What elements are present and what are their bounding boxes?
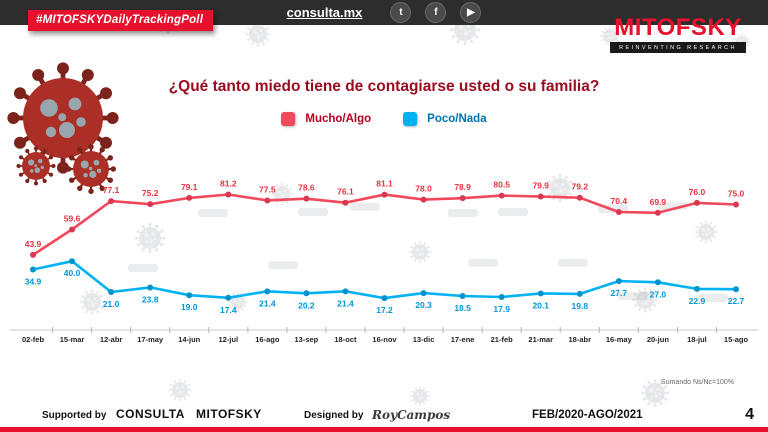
chart-legend: Mucho/Algo Poco/Nada (0, 112, 768, 126)
svg-text:77.5: 77.5 (259, 184, 276, 194)
svg-text:80.5: 80.5 (493, 180, 510, 190)
svg-text:18.5: 18.5 (454, 303, 471, 313)
svg-text:20.2: 20.2 (298, 300, 315, 310)
svg-text:21-mar: 21-mar (528, 335, 553, 344)
supported-by-label: Supported by (42, 410, 107, 421)
twitter-icon[interactable]: t (390, 2, 412, 23)
youtube-icon[interactable]: ▶ (460, 2, 482, 23)
consulta-wordmark: CONSULTA (116, 407, 185, 421)
svg-text:43.9: 43.9 (25, 239, 42, 249)
mitofsky-wordmark: MITOFSKY (196, 407, 262, 421)
svg-text:20.1: 20.1 (532, 300, 549, 310)
svg-text:78.6: 78.6 (298, 183, 315, 193)
svg-text:16-ago: 16-ago (255, 335, 280, 344)
svg-text:16-may: 16-may (606, 335, 633, 344)
svg-text:12-abr: 12-abr (100, 335, 123, 344)
svg-text:79.9: 79.9 (532, 181, 549, 191)
designed-by-label: Designed by (304, 410, 364, 421)
mitofsky-tagline: REINVENTING RESEARCH (610, 42, 746, 53)
svg-text:69.9: 69.9 (650, 197, 667, 207)
tracking-poll-badge: #MITOFSKYDailyTrackingPoll (28, 10, 214, 31)
svg-text:15-ago: 15-ago (724, 335, 749, 344)
footnote: Sumando Ns/Nc=100% (661, 379, 734, 386)
svg-text:17.4: 17.4 (220, 305, 237, 315)
svg-text:19.8: 19.8 (572, 301, 589, 311)
social-icons: t f ▶ (390, 2, 482, 23)
legend-swatch-poco (403, 112, 418, 126)
svg-text:19.0: 19.0 (181, 302, 198, 312)
svg-text:75.0: 75.0 (728, 189, 745, 199)
svg-text:20-jun: 20-jun (647, 335, 670, 344)
footer: Supported by CONSULTA MITOFSKY Designed … (0, 403, 768, 422)
legend-swatch-mucho (281, 112, 296, 126)
svg-text:17.9: 17.9 (493, 304, 510, 314)
svg-text:79.2: 79.2 (572, 182, 589, 192)
svg-text:21.0: 21.0 (103, 299, 120, 309)
legend-label-poco: Poco/Nada (427, 113, 487, 125)
svg-text:18-oct: 18-oct (334, 335, 357, 344)
svg-text:21-feb: 21-feb (491, 335, 514, 344)
svg-text:02-feb: 02-feb (22, 335, 45, 344)
svg-text:21.4: 21.4 (259, 298, 276, 308)
page-number: 4 (745, 406, 754, 423)
svg-text:22.9: 22.9 (689, 296, 706, 306)
legend-label-mucho: Mucho/Algo (305, 113, 372, 125)
mitofsky-logo-text: MITOFSKY (614, 14, 742, 41)
svg-text:59.6: 59.6 (64, 213, 81, 223)
svg-text:81.1: 81.1 (376, 179, 393, 189)
svg-text:76.1: 76.1 (337, 187, 354, 197)
chart-title: ¿Qué tanto miedo tiene de contagiarse us… (168, 78, 600, 95)
svg-text:79.1: 79.1 (181, 182, 198, 192)
svg-text:81.2: 81.2 (220, 178, 237, 188)
svg-text:22.7: 22.7 (728, 296, 745, 306)
date-range: FEB/2020-AGO/2021 (532, 409, 643, 421)
svg-text:16-nov: 16-nov (372, 335, 397, 344)
svg-text:23.8: 23.8 (142, 294, 159, 304)
svg-text:14-jun: 14-jun (178, 335, 201, 344)
svg-text:76.0: 76.0 (689, 187, 706, 197)
svg-text:18-jul: 18-jul (687, 335, 707, 344)
svg-text:78.0: 78.0 (415, 184, 432, 194)
svg-text:34.9: 34.9 (25, 276, 42, 286)
svg-text:12-jul: 12-jul (218, 335, 238, 344)
designed-by-name: RoyCampos (372, 408, 451, 422)
svg-text:17-may: 17-may (137, 335, 164, 344)
svg-text:27.0: 27.0 (650, 289, 667, 299)
mitofsky-logo: MITOFSKY REINVENTING RESEARCH (610, 16, 746, 53)
svg-text:13-sep: 13-sep (295, 335, 319, 344)
svg-text:40.0: 40.0 (64, 268, 81, 278)
svg-text:17.2: 17.2 (376, 305, 393, 315)
svg-text:13-dic: 13-dic (413, 335, 435, 344)
svg-text:78.9: 78.9 (454, 182, 471, 192)
svg-text:75.2: 75.2 (142, 188, 159, 198)
facebook-icon[interactable]: f (425, 2, 447, 23)
svg-text:18-abr: 18-abr (569, 335, 592, 344)
svg-text:20.3: 20.3 (415, 300, 432, 310)
bottom-red-strip (0, 427, 768, 432)
svg-text:77.1: 77.1 (103, 185, 120, 195)
svg-text:27.7: 27.7 (611, 288, 628, 298)
svg-text:21.4: 21.4 (337, 298, 354, 308)
svg-text:17-ene: 17-ene (451, 335, 475, 344)
svg-text:70.4: 70.4 (611, 196, 628, 206)
svg-text:15-mar: 15-mar (60, 335, 85, 344)
consulta-link[interactable]: consulta.mx (286, 5, 363, 20)
